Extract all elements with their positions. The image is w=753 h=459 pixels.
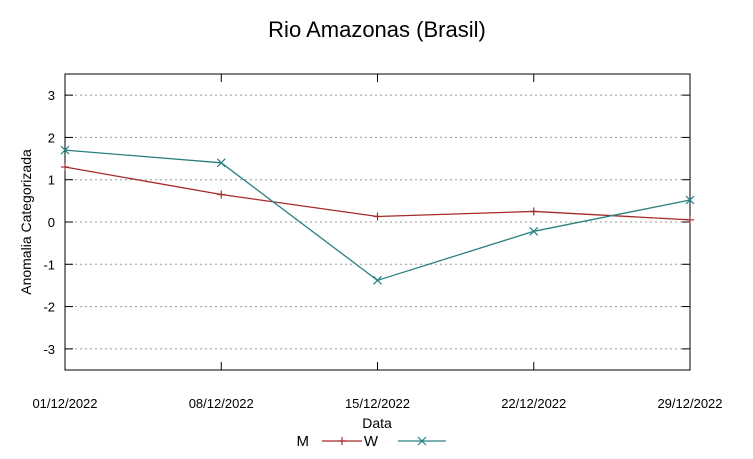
y-tick-label: 1 (48, 173, 55, 188)
series-m-point (529, 207, 538, 216)
x-axis: 01/12/2022 08/12/2022 15/12/2022 22/12/2022… (32, 74, 723, 411)
y-tick-label: -1 (43, 257, 55, 272)
series-m-point (373, 212, 382, 221)
series-w-point (685, 195, 695, 205)
x-tick-label: 29/12/2022 (657, 396, 722, 411)
series-w-point (529, 226, 539, 236)
x-tick-label: 22/12/2022 (501, 396, 566, 411)
grid (65, 94, 690, 350)
series-m-line (64, 166, 691, 221)
x-tick-label: 01/12/2022 (32, 396, 97, 411)
y-tick-label: 2 (48, 130, 55, 145)
x-tick-label: 15/12/2022 (345, 396, 410, 411)
series-w-point (216, 158, 226, 168)
y-tick-label: -2 (43, 300, 55, 315)
y-tick-label: -3 (43, 342, 55, 357)
series-group (60, 145, 695, 285)
chart-title: Rio Amazonas (Brasil) (268, 17, 486, 42)
y-tick-label: 3 (48, 88, 55, 103)
series-w-point (373, 275, 382, 285)
series-m-point (686, 215, 694, 224)
legend-marker-m (338, 437, 346, 445)
y-axis-label: Anomalia Categorizada (18, 149, 34, 295)
legend-label-m: M (297, 433, 310, 450)
series-w-point (60, 145, 70, 155)
legend-marker-w (417, 436, 427, 446)
series-m-point (61, 163, 69, 172)
y-axis: 3 2 1 0 -1 -2 -3 (43, 88, 690, 357)
y-tick-label: 0 (48, 215, 55, 230)
x-tick-label: 08/12/2022 (189, 396, 254, 411)
legend-label-w: W (364, 433, 379, 450)
x-axis-label: Data (362, 415, 392, 431)
series-m-point (217, 190, 226, 199)
